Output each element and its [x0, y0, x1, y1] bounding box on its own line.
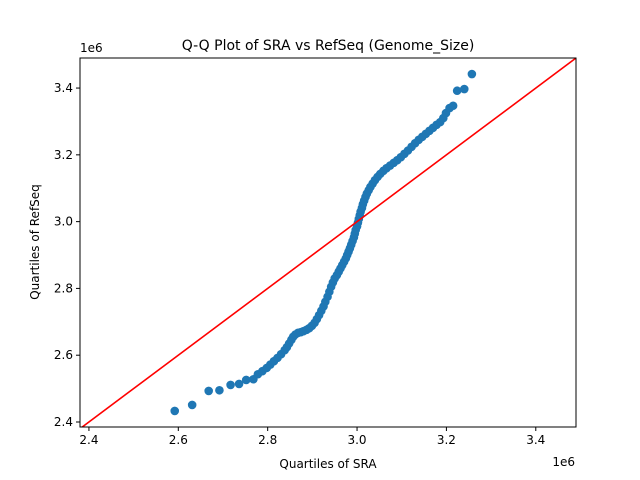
y-tick-label: 2.6: [54, 348, 73, 362]
y-tick-label: 2.8: [54, 281, 73, 295]
x-tick-label: 3.2: [437, 433, 456, 447]
data-point: [241, 375, 251, 385]
y-axis-label: Quartiles of RefSeq: [28, 184, 42, 300]
y-tick-label: 3.4: [54, 81, 73, 95]
chart-title: Q-Q Plot of SRA vs RefSeq (Genome_Size): [182, 38, 475, 54]
data-point: [448, 101, 458, 111]
data-point: [170, 406, 180, 416]
y-tick-label: 2.4: [54, 415, 73, 429]
y-tick-label: 3.0: [54, 215, 73, 229]
data-point: [204, 386, 213, 396]
y-tick-label: 3.2: [54, 148, 73, 162]
reference-line: [80, 58, 576, 427]
x-tick-label: 3.0: [347, 433, 366, 447]
x-axis-label: Quartiles of SRA: [279, 457, 377, 471]
data-point: [452, 86, 462, 96]
data-point: [459, 84, 469, 94]
x-tick-label: 2.6: [169, 433, 188, 447]
y-offset-label: 1e6: [80, 41, 103, 55]
x-tick-label: 3.4: [526, 433, 545, 447]
plot-area: 2.4 2.6 2.8 3.0 3.2 3.4 2.4 2.6 2.8 3.0 3.2 3.4: [54, 57, 577, 447]
plot-frame: [79, 57, 577, 428]
data-point: [234, 379, 244, 389]
x-tick-label: 2.4: [79, 433, 98, 447]
data-point: [467, 69, 477, 79]
data-point: [215, 385, 224, 395]
data-points: [170, 69, 477, 416]
data-point: [226, 380, 235, 390]
x-offset-label: 1e6: [552, 455, 575, 469]
x-tick-label: 2.8: [258, 433, 277, 447]
data-point: [187, 400, 197, 410]
